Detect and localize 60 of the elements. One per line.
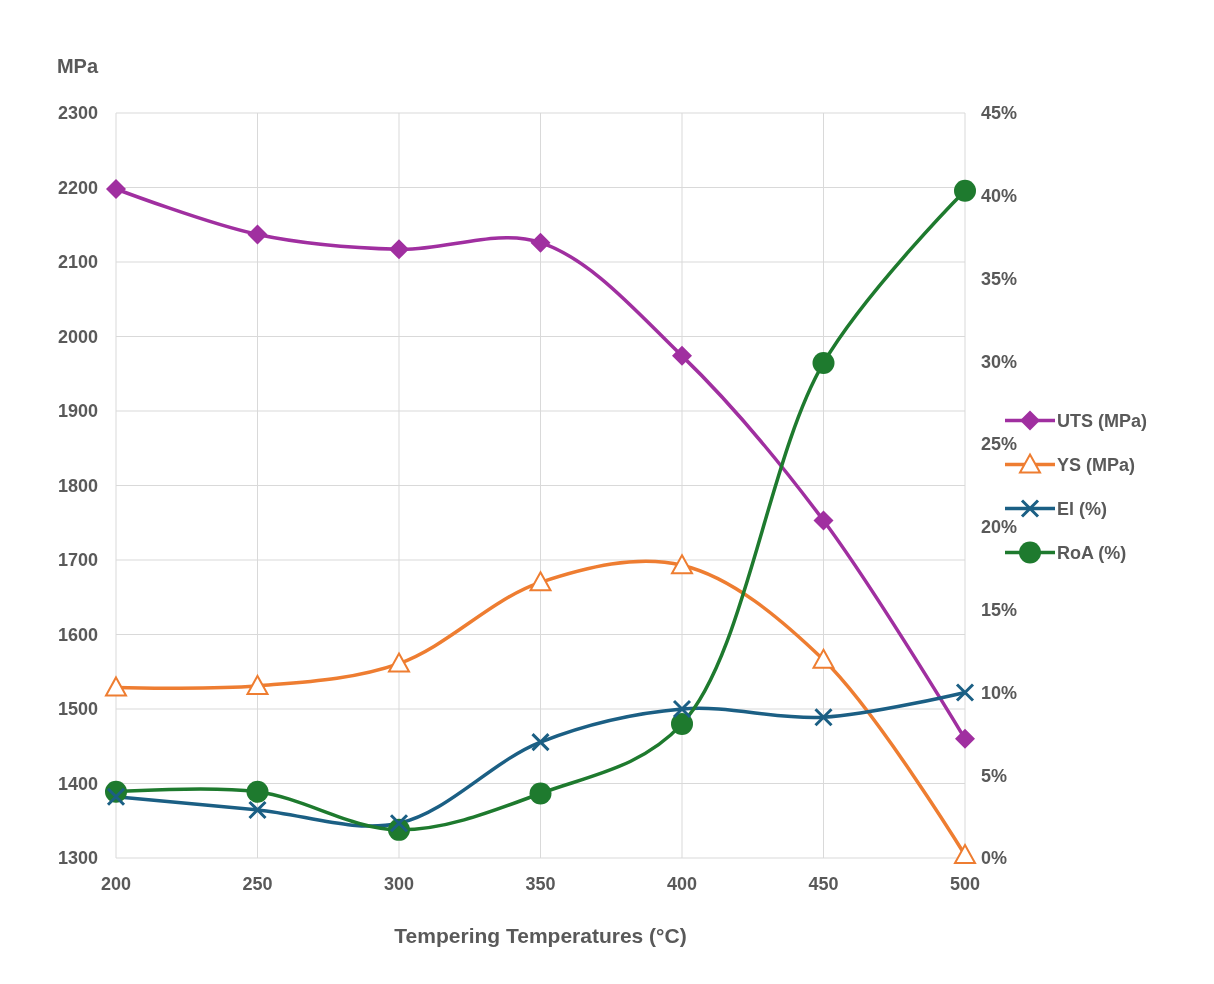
legend-label: RoA (%) <box>1057 542 1127 563</box>
point <box>954 179 976 202</box>
x-tick-label: 500 <box>949 874 981 894</box>
y2-tick-label: 35% <box>981 268 1018 289</box>
point <box>954 844 976 865</box>
x-tick-label: 250 <box>242 874 273 894</box>
point <box>105 676 127 697</box>
x-tick-label: 200 <box>100 874 132 894</box>
point <box>812 648 835 669</box>
y2-tick-label: 5% <box>981 765 1008 786</box>
point <box>955 728 975 749</box>
x-tick-label: 450 <box>808 874 839 894</box>
point <box>672 699 692 719</box>
point <box>955 682 975 702</box>
y2-tick-label: 45% <box>981 103 1018 124</box>
point <box>813 510 834 531</box>
point <box>246 780 269 803</box>
point <box>106 787 126 807</box>
point <box>812 351 835 374</box>
point <box>530 232 551 253</box>
point <box>671 554 693 575</box>
y2-tick-label: 10% <box>981 682 1018 703</box>
y2-tick-label: 40% <box>981 186 1018 207</box>
point <box>672 345 692 366</box>
y2-tick-label: 15% <box>981 599 1018 620</box>
point <box>389 239 409 260</box>
legend-label: El (%) <box>1057 498 1108 519</box>
y-tick-label: 1500 <box>57 699 98 720</box>
point <box>814 707 833 727</box>
y2-tick-label: 0% <box>981 848 1008 869</box>
y-axis-title: MPa <box>56 55 99 77</box>
x-axis-title: Tempering Temperatures (°C) <box>394 924 687 947</box>
y2-tick-label: 30% <box>981 351 1018 372</box>
y-tick-label: 1700 <box>57 550 98 571</box>
x-tick-label: 350 <box>525 874 556 894</box>
point <box>247 224 268 245</box>
legend-label: UTS (MPa) <box>1057 410 1148 431</box>
y-tick-label: 2000 <box>57 326 98 347</box>
y-tick-label: 1400 <box>57 773 98 794</box>
point <box>531 732 550 752</box>
point <box>671 712 693 735</box>
point <box>529 782 552 805</box>
x-tick-label: 300 <box>383 874 415 894</box>
y-tick-label: 1300 <box>57 848 98 869</box>
point <box>388 652 410 673</box>
y2-tick-label: 20% <box>981 517 1018 538</box>
y-tick-label: 1800 <box>57 475 98 496</box>
y-tick-label: 2100 <box>57 252 98 273</box>
point <box>106 178 126 199</box>
y-tick-label: 2200 <box>57 177 98 198</box>
y-tick-label: 1600 <box>57 624 98 645</box>
point <box>246 674 269 695</box>
point <box>389 813 409 833</box>
legend-label: YS (MPa) <box>1057 454 1136 475</box>
point <box>529 571 552 592</box>
y-tick-label: 2300 <box>57 103 98 124</box>
x-tick-label: 400 <box>666 874 698 894</box>
y-tick-label: 1900 <box>57 401 98 422</box>
point <box>248 800 267 820</box>
y2-tick-label: 25% <box>981 434 1018 455</box>
